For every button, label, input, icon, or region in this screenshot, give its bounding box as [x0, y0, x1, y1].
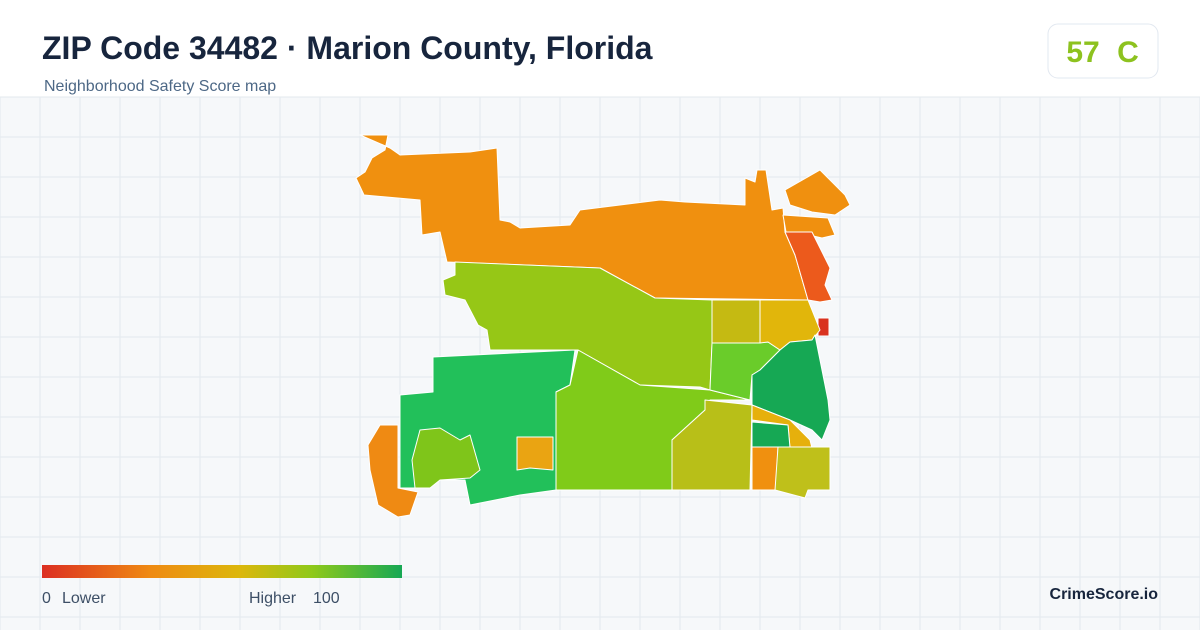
score-badge: [1047, 23, 1159, 79]
legend-max: 100: [313, 590, 340, 607]
region: [784, 231, 833, 303]
region: [751, 334, 831, 441]
region: [355, 134, 809, 301]
subtitle: Neighborhood Safety Score map: [44, 78, 276, 95]
legend-max-label: Higher: [249, 590, 297, 607]
legend-min-label: Lower: [62, 590, 106, 607]
region: [774, 446, 831, 499]
score-grade: C: [1117, 36, 1139, 69]
score-value: 57: [1066, 36, 1099, 69]
region: [711, 299, 761, 344]
legend-min: 0: [42, 590, 51, 607]
region: [367, 424, 419, 518]
title: ZIP Code 34482 · Marion County, Florida: [42, 30, 653, 66]
region: [784, 169, 851, 216]
region: [751, 446, 779, 491]
map-regions: [355, 134, 851, 518]
region: [751, 421, 791, 449]
brand: CrimeScore.io: [1050, 586, 1159, 603]
region: [411, 427, 481, 489]
region: [817, 317, 830, 337]
region: [516, 436, 554, 471]
legend-gradient: [42, 565, 402, 578]
